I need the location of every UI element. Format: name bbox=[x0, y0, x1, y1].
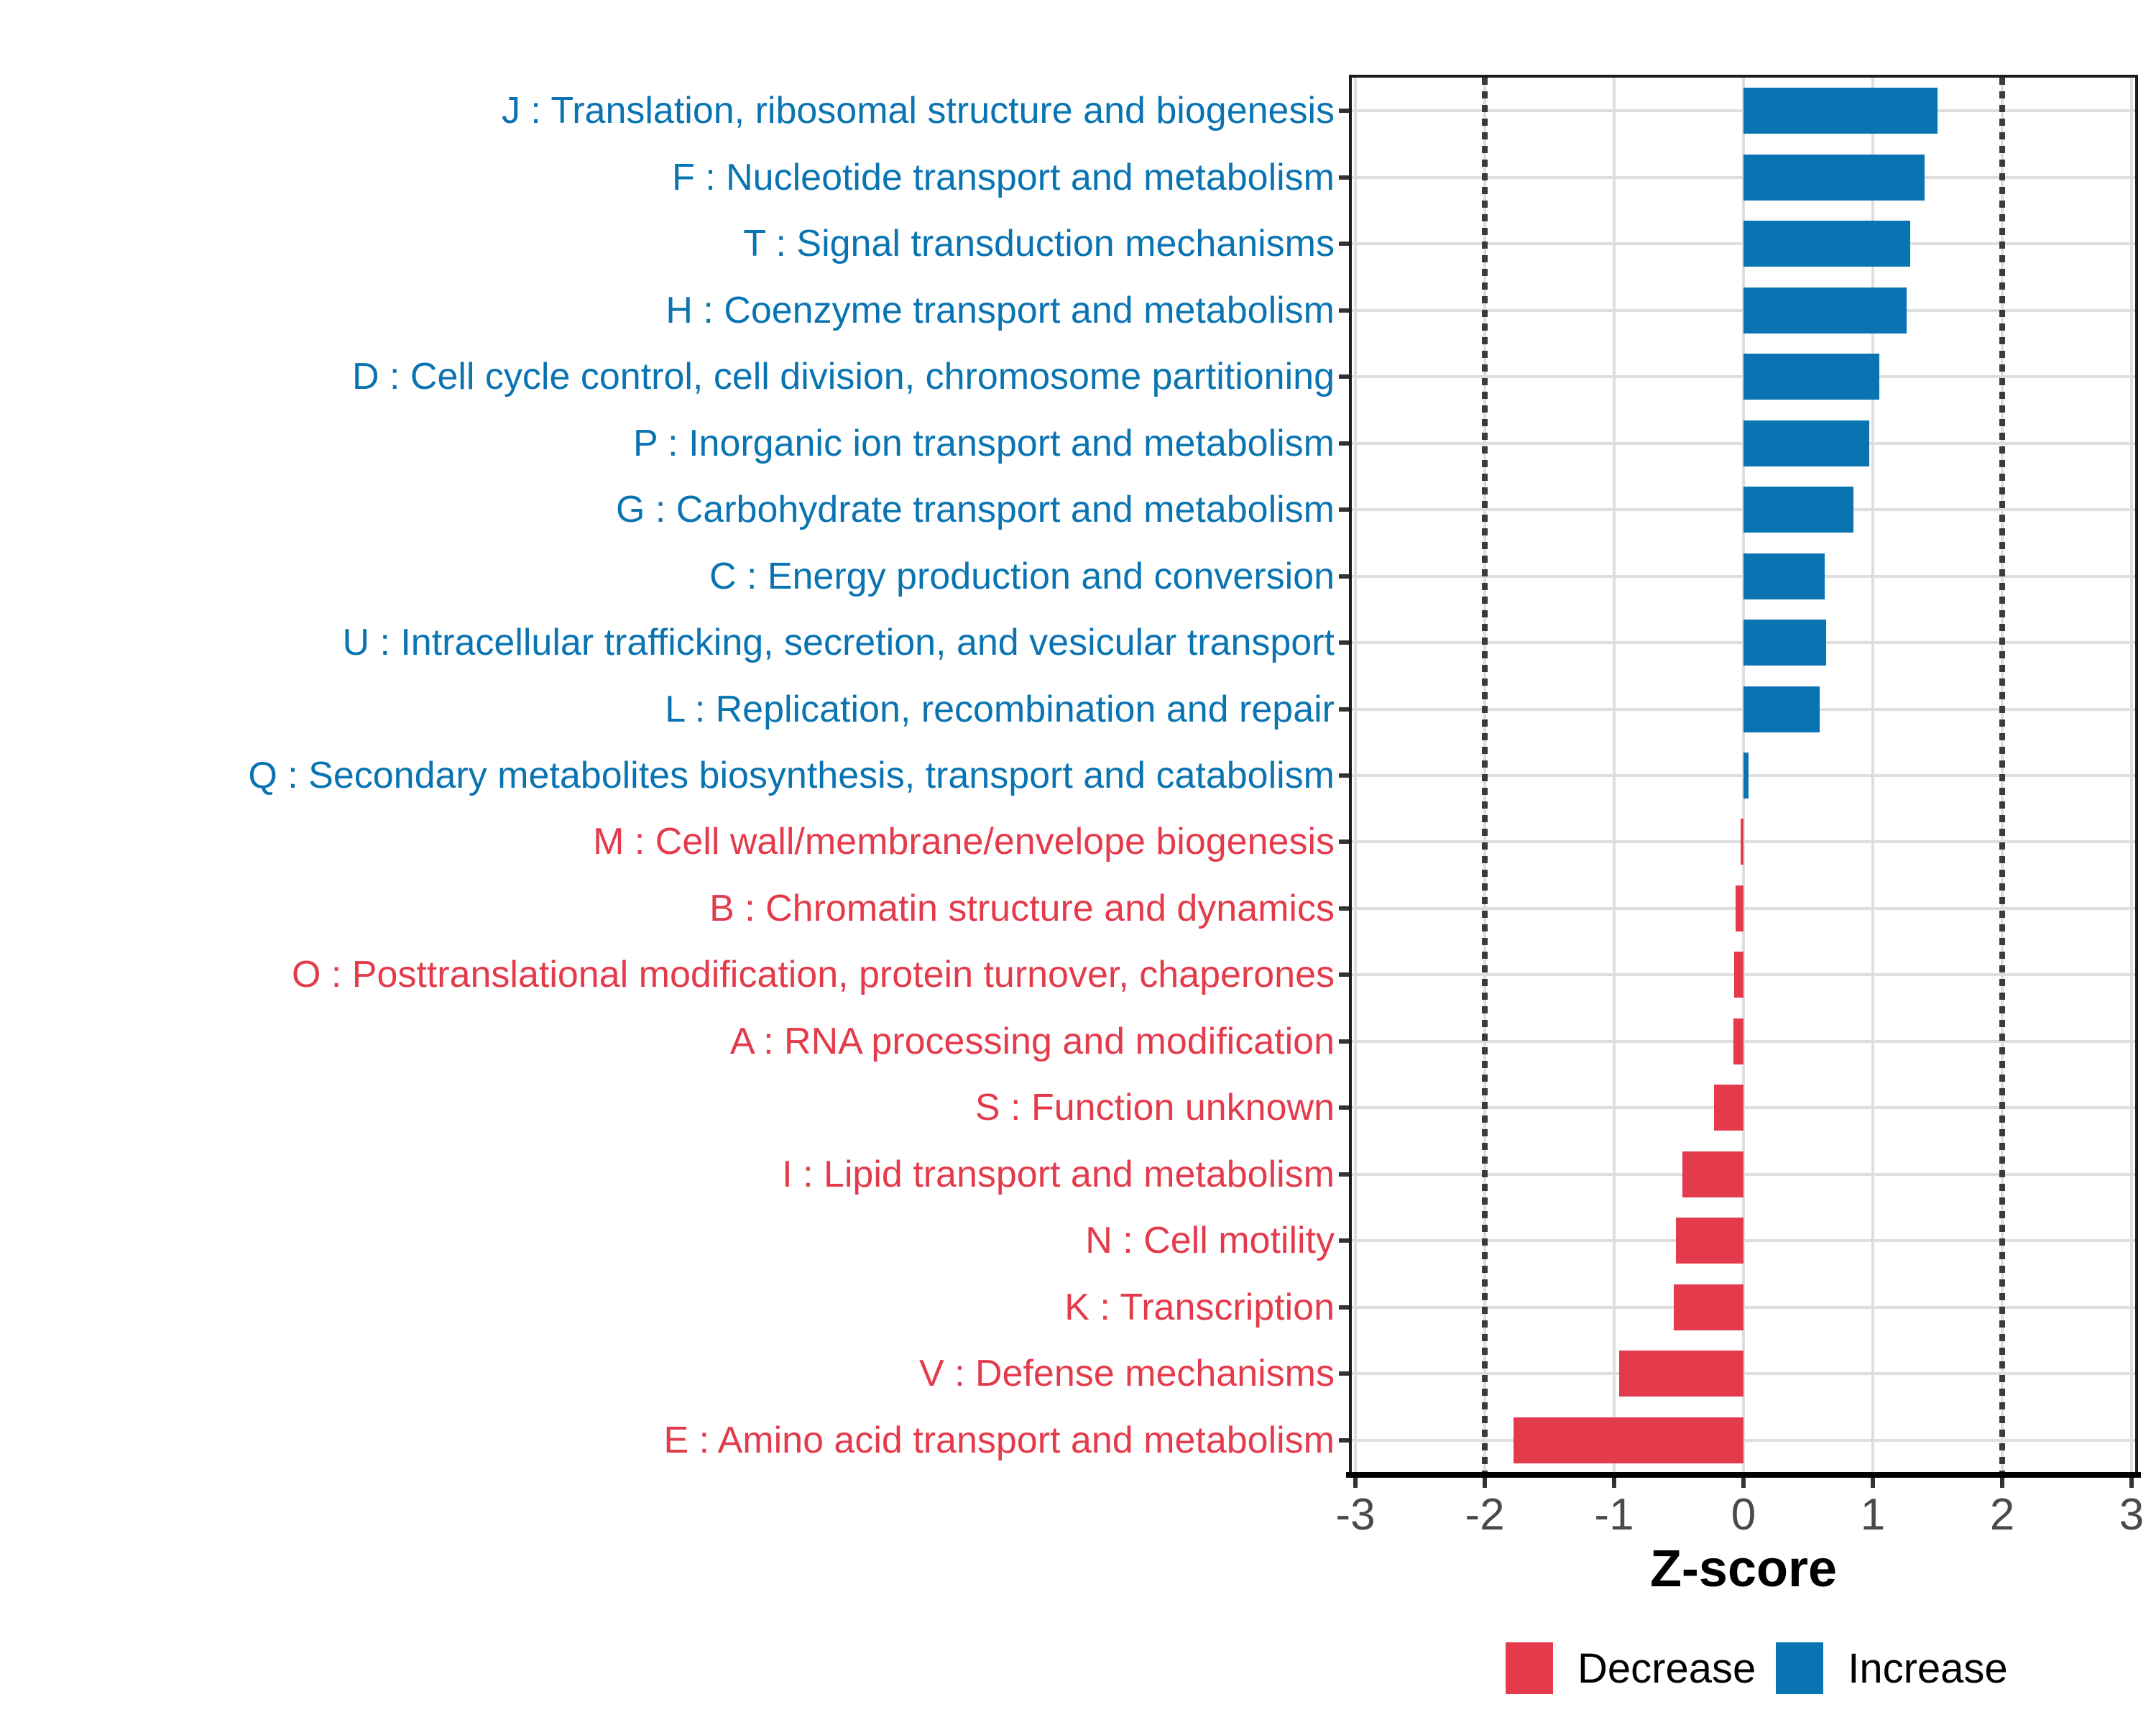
bar-G bbox=[1743, 487, 1853, 533]
category-label-Q: Q : Secondary metabolites biosynthesis, … bbox=[248, 755, 1335, 796]
gridline-vertical bbox=[1354, 78, 1357, 1473]
x-tick bbox=[1741, 1478, 1746, 1488]
x-tick-label: 3 bbox=[2119, 1490, 2145, 1540]
category-label-F: F : Nucleotide transport and metabolism bbox=[672, 156, 1335, 198]
bar-T bbox=[1743, 221, 1911, 267]
category-label-T: T : Signal transduction mechanisms bbox=[743, 223, 1335, 265]
category-label-U: U : Intracellular trafficking, secretion… bbox=[342, 622, 1335, 664]
gridline-vertical bbox=[2130, 78, 2133, 1473]
category-label-D: D : Cell cycle control, cell division, c… bbox=[352, 356, 1335, 398]
y-tick bbox=[1339, 707, 1349, 712]
x-axis-title: Z-score bbox=[1649, 1540, 1838, 1598]
bar-J bbox=[1743, 88, 1938, 134]
x-tick bbox=[2129, 1478, 2134, 1488]
y-tick bbox=[1339, 1172, 1349, 1177]
x-tick bbox=[1483, 1478, 1487, 1488]
gridline-vertical bbox=[1613, 78, 1616, 1473]
x-axis-line bbox=[1346, 1472, 2141, 1478]
category-label-K: K : Transcription bbox=[1064, 1286, 1335, 1328]
y-tick bbox=[1339, 242, 1349, 247]
y-tick bbox=[1339, 1105, 1349, 1110]
bar-K bbox=[1673, 1284, 1743, 1330]
bar-N bbox=[1676, 1218, 1743, 1264]
bar-U bbox=[1743, 620, 1827, 666]
reference-line bbox=[1999, 78, 2005, 1473]
y-tick bbox=[1339, 840, 1349, 845]
x-tick-label: 1 bbox=[1860, 1490, 1886, 1540]
bar-I bbox=[1682, 1151, 1743, 1197]
legend-label-decrease: Decrease bbox=[1577, 1644, 1756, 1692]
category-label-A: A : RNA processing and modification bbox=[729, 1020, 1335, 1062]
bar-D bbox=[1743, 354, 1879, 400]
category-label-V: V : Defense mechanisms bbox=[918, 1353, 1335, 1395]
y-tick bbox=[1339, 906, 1349, 911]
reference-line bbox=[1482, 78, 1488, 1473]
x-tick bbox=[1871, 1478, 1875, 1488]
category-label-J: J : Translation, ribosomal structure and… bbox=[501, 90, 1335, 132]
y-tick bbox=[1339, 109, 1349, 114]
x-tick-label: 0 bbox=[1731, 1490, 1756, 1540]
category-label-G: G : Carbohydrate transport and metabolis… bbox=[615, 489, 1335, 531]
y-tick bbox=[1339, 441, 1349, 446]
y-tick bbox=[1339, 640, 1349, 645]
x-tick bbox=[1353, 1478, 1358, 1488]
legend-label-increase: Increase bbox=[1848, 1644, 2008, 1692]
category-label-L: L : Replication, recombination and repai… bbox=[665, 688, 1335, 730]
y-tick bbox=[1339, 175, 1349, 180]
bar-S bbox=[1713, 1085, 1743, 1131]
category-label-O: O : Posttranslational modification, prot… bbox=[291, 954, 1335, 996]
gridline-vertical bbox=[1871, 78, 1874, 1473]
y-tick bbox=[1339, 1039, 1349, 1044]
y-tick bbox=[1339, 574, 1349, 579]
x-tick-label: -2 bbox=[1465, 1490, 1505, 1540]
x-tick bbox=[1612, 1478, 1616, 1488]
legend-key-increase-swatch bbox=[1776, 1642, 1824, 1694]
category-label-H: H : Coenzyme transport and metabolism bbox=[665, 289, 1335, 331]
bar-C bbox=[1743, 553, 1825, 599]
x-tick bbox=[2000, 1478, 2004, 1488]
bar-B bbox=[1736, 885, 1743, 932]
x-tick-label: 2 bbox=[1989, 1490, 2015, 1540]
category-label-M: M : Cell wall/membrane/envelope biogenes… bbox=[593, 821, 1335, 863]
bar-M bbox=[1741, 819, 1743, 865]
bar-H bbox=[1743, 287, 1907, 334]
y-tick bbox=[1339, 773, 1349, 778]
y-tick bbox=[1339, 507, 1349, 512]
bar-V bbox=[1619, 1351, 1743, 1397]
bar-E bbox=[1513, 1417, 1743, 1463]
bar-O bbox=[1734, 952, 1743, 998]
x-tick-label: -1 bbox=[1594, 1490, 1634, 1540]
legend-key-decrease-swatch bbox=[1506, 1642, 1553, 1694]
y-tick bbox=[1339, 1438, 1349, 1443]
plot-panel bbox=[1349, 75, 2138, 1476]
category-label-N: N : Cell motility bbox=[1085, 1220, 1335, 1262]
legend: Decrease Increase bbox=[1506, 1642, 2028, 1694]
y-tick bbox=[1339, 374, 1349, 380]
y-tick bbox=[1339, 1238, 1349, 1243]
y-tick bbox=[1339, 1305, 1349, 1310]
category-label-B: B : Chromatin structure and dynamics bbox=[709, 887, 1335, 929]
category-label-I: I : Lipid transport and metabolism bbox=[782, 1153, 1335, 1195]
x-tick-label: -3 bbox=[1335, 1490, 1376, 1540]
bar-L bbox=[1743, 686, 1820, 732]
y-tick bbox=[1339, 308, 1349, 313]
category-label-S: S : Function unknown bbox=[975, 1087, 1335, 1129]
bar-A bbox=[1733, 1018, 1743, 1064]
bar-F bbox=[1743, 154, 1925, 201]
y-tick bbox=[1339, 972, 1349, 978]
bar-P bbox=[1743, 420, 1869, 466]
bar-Q bbox=[1743, 753, 1749, 799]
category-label-C: C : Energy production and conversion bbox=[709, 555, 1335, 597]
y-tick bbox=[1339, 1371, 1349, 1376]
category-label-P: P : Inorganic ion transport and metaboli… bbox=[632, 422, 1335, 464]
category-label-E: E : Amino acid transport and metabolism bbox=[663, 1419, 1335, 1461]
